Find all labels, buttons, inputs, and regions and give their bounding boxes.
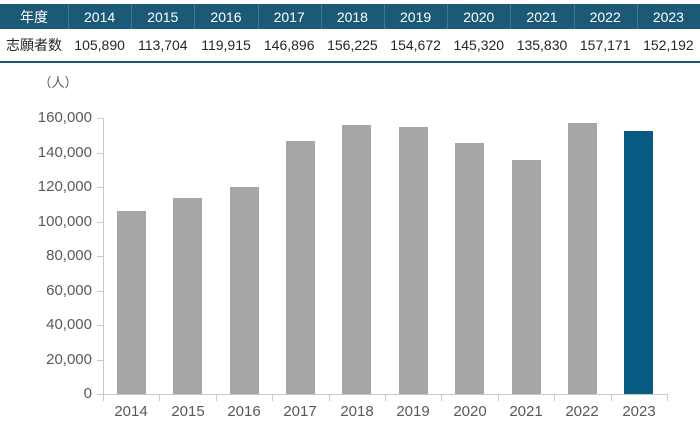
y-axis-tick-label: 80,000: [46, 247, 92, 264]
x-axis-tick: [441, 395, 442, 401]
y-axis-tick: [97, 118, 103, 119]
bar-2019: [399, 127, 428, 394]
x-axis-line: [103, 394, 668, 395]
x-axis-label-2020: 2020: [453, 403, 487, 420]
bar-2020: [455, 143, 484, 394]
x-axis-label-2017: 2017: [283, 403, 317, 420]
bar-2023: [624, 131, 653, 394]
applicants-value-cell-2016: 119,915: [201, 37, 251, 53]
x-axis-tick: [554, 395, 555, 401]
year-header-cell-2014: 2014: [68, 4, 131, 29]
x-axis-tick: [667, 395, 668, 401]
table-header-row: 年度 2014 2015 2016 2017 2018 2019 2020 2021 2022 2…: [0, 4, 700, 29]
y-axis-tick-label: 160,000: [37, 109, 92, 126]
x-axis-tick: [385, 395, 386, 401]
y-axis-tick-label: 20,000: [46, 351, 92, 368]
applicants-value-cell-2023: 152,192: [643, 37, 694, 53]
year-header-cell-2022: 2022: [574, 4, 637, 29]
y-axis-tick: [97, 360, 103, 361]
y-axis-tick: [97, 291, 103, 292]
y-axis-tick: [97, 256, 103, 257]
y-axis-tick: [97, 153, 103, 154]
x-axis-tick: [498, 395, 499, 401]
x-axis-label-2021: 2021: [509, 403, 543, 420]
x-axis-tick: [159, 395, 160, 401]
bar-2022: [568, 123, 597, 394]
year-header-cell-2018: 2018: [321, 4, 384, 29]
x-axis-label-2016: 2016: [227, 403, 261, 420]
x-axis-label-2022: 2022: [565, 403, 599, 420]
year-header-cell-2015: 2015: [131, 4, 194, 29]
bar-2017: [286, 141, 315, 394]
x-axis-label-2015: 2015: [171, 403, 205, 420]
y-axis-tick-label: 100,000: [37, 213, 92, 230]
applicants-value-cell-2022: 157,171: [579, 37, 631, 53]
bar-2015: [173, 198, 202, 394]
y-axis-unit-label: （人）: [38, 75, 78, 90]
year-label-cell: 年度: [20, 8, 48, 25]
x-axis-tick: [103, 395, 104, 401]
applicants-value-cell-2017: 146,896: [263, 37, 315, 53]
applicants-value-cell-2015: 113,704: [138, 37, 188, 53]
x-axis-label-2023: 2023: [622, 403, 656, 420]
applicants-value-cell-2018: 156,225: [327, 37, 378, 53]
applicants-value-cell-2014: 105,890: [74, 37, 125, 53]
applicants-value-cell-2020: 145,320: [453, 37, 505, 53]
applicants-value-cell-2021: 135,830: [516, 37, 568, 53]
x-axis-label-2018: 2018: [340, 403, 374, 420]
bar-2016: [230, 187, 259, 394]
applicants-bar-chart: （人） 0 20,000 40,000 60,000 80,000 100,000 120,…: [0, 63, 700, 428]
x-axis-tick: [611, 395, 612, 401]
bar-2018: [342, 125, 371, 394]
applicants-label-cell: 志願者数: [6, 37, 62, 53]
year-header-cell-2020: 2020: [447, 4, 510, 29]
y-axis-tick-label: 140,000: [37, 144, 92, 161]
bar-2021: [512, 160, 541, 394]
table-data-row: 志願者数 105,890 113,704 119,915 146,896 156,225…: [0, 29, 700, 61]
x-axis-tick: [272, 395, 273, 401]
y-axis-tick: [97, 187, 103, 188]
x-axis-label-2019: 2019: [396, 403, 430, 420]
y-axis-tick-label: 0: [83, 385, 92, 402]
bar-2014: [117, 211, 146, 394]
year-header-cell-2016: 2016: [194, 4, 257, 29]
applicants-table: 年度 2014 2015 2016 2017 2018 2019 2020 2021 2022 2…: [0, 4, 700, 63]
y-axis-tick: [97, 325, 103, 326]
x-axis-tick: [329, 395, 330, 401]
y-axis-tick: [97, 222, 103, 223]
year-header-cell-2021: 2021: [510, 4, 573, 29]
year-header-cell-2023: 2023: [637, 4, 700, 29]
year-header-cell-2019: 2019: [384, 4, 447, 29]
y-axis-tick-label: 40,000: [46, 316, 92, 333]
x-axis-tick: [216, 395, 217, 401]
y-axis-tick-label: 60,000: [46, 282, 92, 299]
year-header-cell-2017: 2017: [258, 4, 321, 29]
applicants-value-cell-2019: 154,672: [390, 37, 441, 53]
y-axis-line: [103, 118, 104, 395]
y-axis-tick: [97, 394, 103, 395]
y-axis-tick-label: 120,000: [37, 178, 92, 195]
x-axis-label-2014: 2014: [114, 403, 148, 420]
